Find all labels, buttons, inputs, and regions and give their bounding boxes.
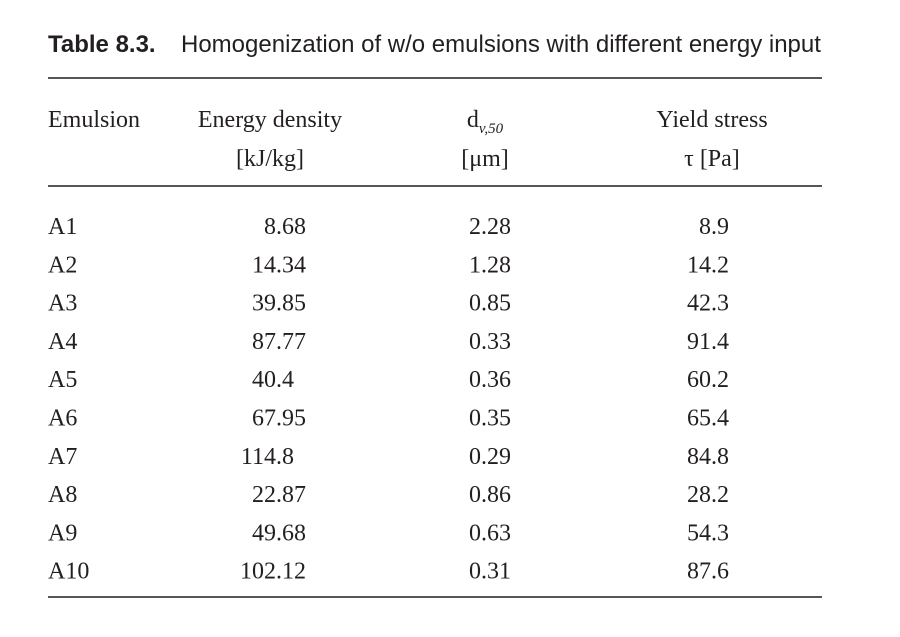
cell: 8.9: [699, 214, 729, 240]
header-unit: τ [Pa]: [684, 146, 740, 172]
header: Yield stress: [656, 107, 767, 133]
cell: 0.86: [469, 482, 511, 508]
cell: 65.4: [687, 406, 729, 432]
cell: 0.33: [469, 329, 511, 355]
cell: 2.28: [469, 214, 511, 240]
row-label: A5: [48, 367, 77, 393]
cell: 87.77: [252, 329, 306, 355]
cell: 0.29: [469, 444, 511, 470]
cell: 42.3: [687, 291, 729, 317]
row-label: A8: [48, 482, 77, 508]
row-label: A10: [48, 559, 89, 585]
cell: 28.2: [687, 482, 729, 508]
cell: 54.3: [687, 520, 729, 546]
row-label: A1: [48, 214, 77, 240]
cell: 14.34: [252, 252, 306, 278]
row-label: A7: [48, 444, 77, 470]
cell: 22.87: [252, 482, 306, 508]
cell: 8.68: [264, 214, 306, 240]
caption-label: Table 8.3.: [48, 31, 156, 58]
header: Energy density: [198, 107, 342, 133]
cell: 0.85: [469, 291, 511, 317]
header-symbol: d: [467, 107, 479, 133]
cell: 0.63: [469, 520, 511, 546]
cell: 40.4: [252, 367, 294, 393]
cell: 67.95: [252, 406, 306, 432]
row-label: A9: [48, 520, 77, 546]
cell: 0.36: [469, 367, 511, 393]
cell: 60.2: [687, 367, 729, 393]
cell: 0.31: [469, 559, 511, 585]
cell: 114.8: [241, 444, 294, 470]
header-unit: [kJ/kg]: [236, 146, 304, 172]
cell: 84.8: [687, 444, 729, 470]
cell: 91.4: [687, 329, 729, 355]
cell: 102.12: [240, 559, 306, 585]
cell: 49.68: [252, 520, 306, 546]
row-label: A3: [48, 291, 77, 317]
cell: 0.35: [469, 406, 511, 432]
row-label: A4: [48, 329, 77, 355]
header: Emulsion: [48, 107, 140, 133]
header-subscript: v,50: [479, 121, 504, 137]
row-label: A6: [48, 406, 77, 432]
cell: 14.2: [687, 252, 729, 278]
cell: 39.85: [252, 291, 306, 317]
header: dv,50: [467, 107, 504, 137]
caption-text: Homogenization of w/o emulsions with dif…: [181, 31, 821, 58]
row-label: A2: [48, 252, 77, 278]
cell: 87.6: [687, 559, 729, 585]
header-unit: [μm]: [461, 146, 509, 172]
cell: 1.28: [469, 252, 511, 278]
